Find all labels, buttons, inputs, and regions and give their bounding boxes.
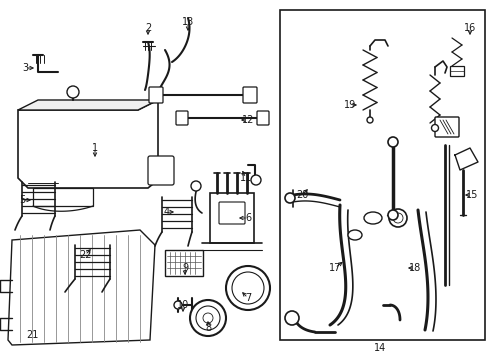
Text: 14: 14 bbox=[373, 343, 386, 353]
FancyBboxPatch shape bbox=[257, 111, 268, 125]
Text: 15: 15 bbox=[465, 190, 477, 200]
Circle shape bbox=[392, 213, 402, 223]
Circle shape bbox=[430, 125, 438, 131]
Text: 4: 4 bbox=[163, 207, 170, 217]
FancyBboxPatch shape bbox=[243, 87, 257, 103]
Text: 2: 2 bbox=[144, 23, 151, 33]
Polygon shape bbox=[18, 100, 158, 110]
Circle shape bbox=[285, 193, 294, 203]
Polygon shape bbox=[209, 193, 253, 243]
Text: 11: 11 bbox=[240, 173, 252, 183]
Circle shape bbox=[203, 313, 213, 323]
Circle shape bbox=[190, 300, 225, 336]
Text: 7: 7 bbox=[244, 293, 251, 303]
Text: 6: 6 bbox=[244, 213, 250, 223]
Text: 19: 19 bbox=[343, 100, 355, 110]
Polygon shape bbox=[18, 100, 158, 188]
Text: 12: 12 bbox=[242, 115, 254, 125]
Text: 8: 8 bbox=[204, 323, 211, 333]
FancyBboxPatch shape bbox=[434, 117, 458, 137]
Circle shape bbox=[250, 175, 261, 185]
Polygon shape bbox=[454, 148, 477, 170]
FancyBboxPatch shape bbox=[449, 66, 463, 76]
Circle shape bbox=[174, 301, 182, 309]
Circle shape bbox=[231, 272, 264, 304]
Circle shape bbox=[196, 306, 220, 330]
FancyBboxPatch shape bbox=[148, 156, 174, 185]
Text: 3: 3 bbox=[22, 63, 28, 73]
Text: 22: 22 bbox=[79, 250, 91, 260]
Bar bbox=[280, 10, 484, 340]
Text: 21: 21 bbox=[26, 330, 38, 340]
Circle shape bbox=[366, 117, 372, 123]
Circle shape bbox=[191, 181, 201, 191]
Ellipse shape bbox=[347, 230, 361, 240]
Text: 13: 13 bbox=[182, 17, 194, 27]
Text: 16: 16 bbox=[463, 23, 475, 33]
Circle shape bbox=[388, 209, 406, 227]
Text: 17: 17 bbox=[328, 263, 341, 273]
Polygon shape bbox=[33, 188, 93, 206]
Polygon shape bbox=[8, 230, 155, 345]
Text: 18: 18 bbox=[408, 263, 420, 273]
Circle shape bbox=[387, 137, 397, 147]
FancyBboxPatch shape bbox=[176, 111, 187, 125]
Text: 20: 20 bbox=[295, 190, 307, 200]
FancyBboxPatch shape bbox=[149, 87, 163, 103]
FancyBboxPatch shape bbox=[219, 202, 244, 224]
Circle shape bbox=[285, 311, 298, 325]
Text: 5: 5 bbox=[19, 195, 25, 205]
Ellipse shape bbox=[363, 212, 381, 224]
Text: 9: 9 bbox=[182, 263, 188, 273]
FancyBboxPatch shape bbox=[164, 250, 203, 276]
Circle shape bbox=[67, 86, 79, 98]
Text: 10: 10 bbox=[177, 300, 189, 310]
Circle shape bbox=[387, 210, 397, 220]
Circle shape bbox=[225, 266, 269, 310]
Text: 1: 1 bbox=[92, 143, 98, 153]
